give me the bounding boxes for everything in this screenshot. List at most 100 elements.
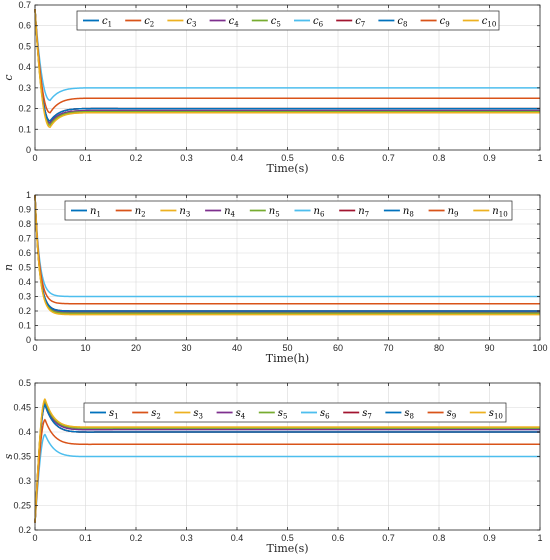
x-tick-label: 0.3: [180, 533, 193, 543]
series-line-n10: [34, 194, 540, 316]
x-tick-label: 0.7: [382, 153, 395, 163]
legend: c1 c2 c3 c4 c5 c6 c7 c8 c9 c10: [76, 10, 500, 31]
legend-label: s4: [236, 408, 246, 421]
legend-entry-n10: n10: [473, 206, 508, 219]
x-tick-label: 60: [333, 343, 343, 353]
y-tick-label: 0.6: [18, 21, 31, 31]
legend-entry-s7: s7: [343, 408, 372, 421]
y-tick-label: 0: [26, 335, 31, 345]
x-tick-label: 90: [484, 343, 494, 353]
x-tick-label: 0: [32, 533, 37, 543]
y-tick-label: 0.4: [18, 62, 31, 72]
x-tick-label: 0.2: [130, 533, 143, 543]
series-line-n8: [34, 194, 540, 312]
y-tick-label: 0.6: [18, 248, 31, 258]
x-tick-label: 10: [80, 343, 90, 353]
y-tick-label: 0.8: [18, 219, 31, 229]
series-line-s4: [34, 401, 540, 523]
legend-entry-c9: c9: [420, 16, 450, 29]
x-tick-label: 0.1: [79, 153, 92, 163]
legend-entry-n5: n5: [249, 206, 280, 219]
x-tick-label: 0.6: [332, 533, 345, 543]
x-tick-label: 0: [32, 153, 37, 163]
y-tick-label: 0.25: [13, 501, 31, 511]
x-tick-label: 40: [232, 343, 242, 353]
series-line-n6: [34, 194, 540, 298]
y-tick-label: 1: [26, 190, 31, 200]
y-tick-label: 0.3: [18, 292, 31, 302]
x-tick-label: 1: [537, 533, 542, 543]
series-line-s8: [34, 403, 540, 523]
y-tick-label: 0.2: [18, 306, 31, 316]
x-tick-label: 0.7: [382, 533, 395, 543]
legend-entry-c6: c6: [294, 16, 324, 29]
series-line-s10: [34, 398, 540, 523]
series-line-s9: [34, 418, 540, 523]
y-tick-label: 0.3: [18, 83, 31, 93]
x-tick-label: 0.2: [130, 153, 143, 163]
x-tick-label: 0.5: [281, 153, 294, 163]
legend-entry-c3: c3: [167, 16, 196, 29]
legend-label: s3: [193, 408, 203, 421]
x-tick-label: 50: [282, 343, 292, 353]
series-line-s5: [34, 399, 540, 523]
legend-entry-c8: c8: [378, 16, 407, 29]
series-line-c6: [34, 9, 540, 102]
y-tick-label: 0.5: [18, 378, 31, 388]
x-tick-label: 100: [532, 343, 547, 353]
legend-label: c6: [313, 16, 324, 29]
legend-entry-c4: c4: [209, 16, 239, 29]
x-tick-label: 0.9: [483, 533, 496, 543]
legend-entry-c5: c5: [251, 16, 281, 29]
series-line-c10: [34, 9, 540, 129]
legend-entry-n7: n7: [339, 206, 369, 219]
x-tick-label: 1: [537, 153, 542, 163]
legend-entry-s1: s1: [90, 408, 119, 421]
legend-entry-c7: c7: [336, 16, 365, 29]
x-tick-label: 0: [32, 343, 37, 353]
panel-n: 0 10 20 30 40 50 60 70 80 90 100 0 0.1 0.2 0.3 0.4 0.5 0.…: [2, 190, 548, 365]
legend-label: s10: [489, 408, 503, 421]
series-line-s6: [34, 433, 540, 523]
legend-entry-s10: s10: [469, 408, 503, 421]
series-line-c4: [34, 9, 540, 124]
y-axis-label: s: [2, 453, 15, 459]
x-axis-label: Time(s): [266, 542, 308, 555]
legend-box: [83, 402, 507, 423]
legend-label: n6: [314, 206, 325, 219]
legend-label: c8: [397, 16, 407, 29]
legend-label: s6: [320, 408, 330, 421]
x-tick-label: 0.8: [433, 153, 446, 163]
legend-entry-s5: s5: [258, 408, 287, 421]
legend-entry-n4: n4: [205, 206, 236, 219]
x-tick-label: 0.8: [433, 533, 446, 543]
legend-label: n2: [135, 206, 146, 219]
series-line-c5: [34, 9, 540, 126]
x-tick-label: 0.1: [79, 533, 92, 543]
y-tick-label: 0.5: [18, 263, 31, 273]
x-tick-label: 0.4: [231, 153, 244, 163]
y-axis-label: n: [2, 264, 15, 271]
x-tick-label: 30: [181, 343, 191, 353]
legend-label: n5: [269, 206, 280, 219]
panel-s: 0 0.1 0.2 0.3 0.4 0.5 0.6 0.7 0.8 0.9 1 0.2 0.25 0.3 0…: [2, 378, 543, 555]
y-tick-label: 0.7: [18, 0, 31, 10]
legend-label: s2: [151, 408, 161, 421]
x-tick-label: 80: [434, 343, 444, 353]
legend-label: c5: [271, 16, 281, 29]
y-tick-label: 0.1: [18, 124, 31, 134]
legend-label: n10: [492, 206, 507, 219]
legend-entry-s8: s8: [385, 408, 414, 421]
legend-label: n4: [224, 206, 235, 219]
legend-entry-s2: s2: [132, 408, 161, 421]
legend-entry-s3: s3: [174, 408, 203, 421]
x-axis-label: Time(s): [266, 162, 308, 175]
x-tick-label: 0.6: [332, 153, 345, 163]
y-tick-label: 0.4: [18, 277, 31, 287]
legend-label: n9: [448, 206, 459, 219]
legend-label: n3: [179, 206, 190, 219]
legend-box: [64, 200, 513, 221]
series-line-n9: [34, 194, 540, 305]
legend-label: c9: [440, 16, 450, 29]
